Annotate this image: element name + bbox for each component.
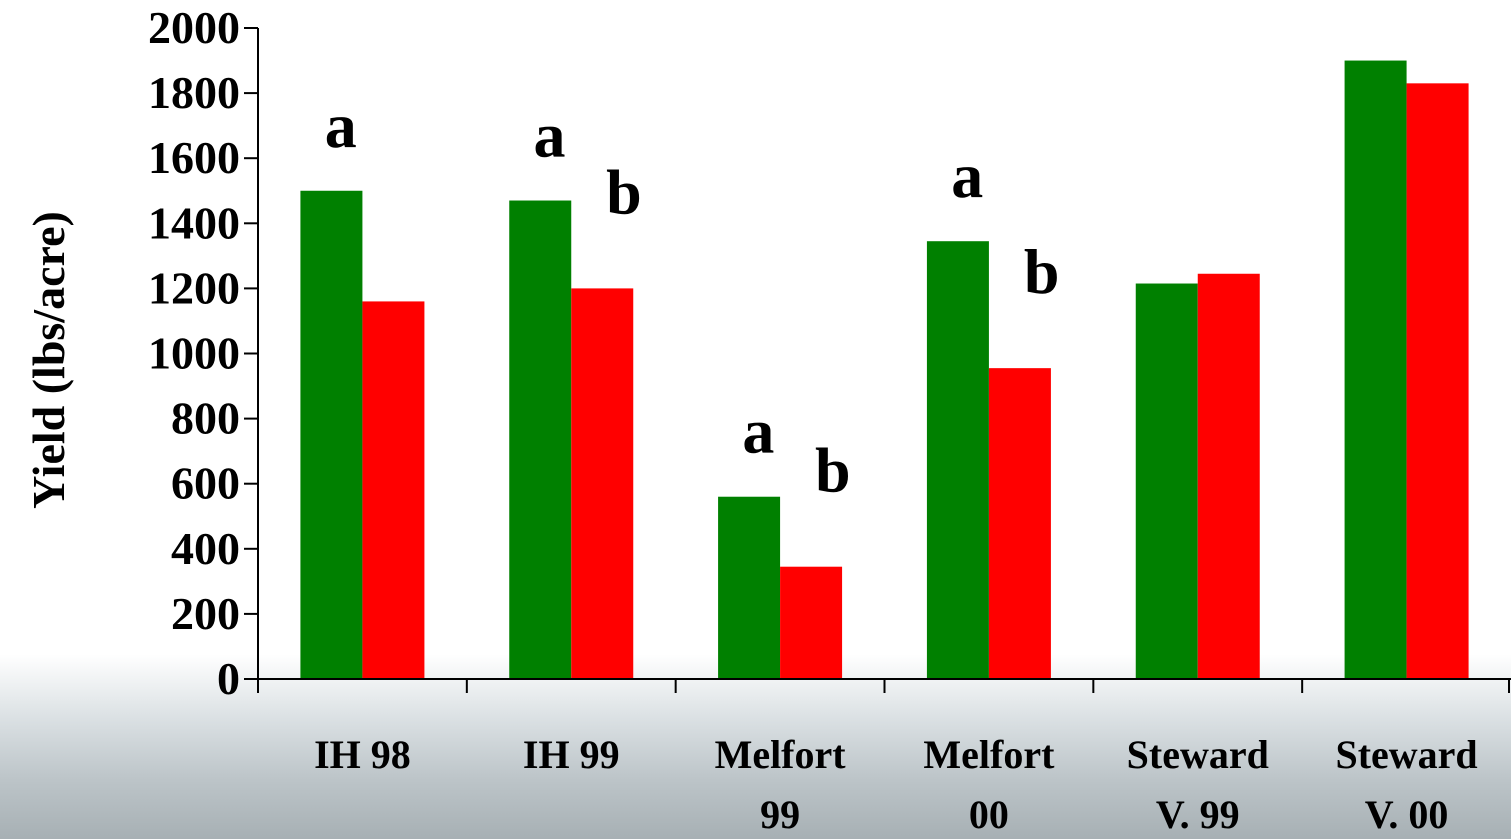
bar	[509, 200, 572, 679]
bar	[300, 190, 363, 679]
x-category-label: 00	[969, 792, 1009, 837]
bar	[988, 368, 1051, 679]
bar	[780, 566, 843, 679]
bar	[362, 301, 425, 679]
x-category-label: 99	[760, 792, 800, 837]
y-tick-label: 800	[171, 393, 240, 444]
bar	[1344, 60, 1407, 680]
y-axis-title: Yield (lbs/acre)	[23, 211, 74, 509]
y-tick-label: 400	[171, 523, 240, 574]
y-tick-label: 1800	[148, 67, 240, 118]
y-tick-label: 0	[217, 653, 240, 704]
y-tick-label: 600	[171, 458, 240, 509]
y-tick-label: 1400	[148, 197, 240, 248]
x-category-label: Steward	[1127, 732, 1269, 777]
significance-letter: b	[1024, 236, 1060, 307]
x-category-label: Melfort	[715, 732, 847, 777]
x-category-label: Melfort	[923, 732, 1055, 777]
y-tick-label: 1000	[148, 328, 240, 379]
significance-letter: b	[815, 435, 851, 506]
x-category-label: IH 99	[523, 732, 620, 777]
y-tick-label: 200	[171, 588, 240, 639]
x-category-label: IH 98	[314, 732, 411, 777]
x-category-label: V. 99	[1156, 792, 1240, 837]
bar	[718, 496, 781, 679]
significance-letter: a	[534, 100, 566, 171]
significance-letter: b	[606, 156, 642, 227]
y-tick-label: 2000	[148, 2, 240, 53]
bar	[926, 241, 989, 679]
bar	[1197, 273, 1260, 679]
x-category-label: V. 00	[1365, 792, 1449, 837]
plot-area: 0 200 400 600 800 1000 1200 1400 1600 1800 2000 IH …	[148, 2, 1511, 837]
significance-letter: a	[951, 140, 983, 211]
x-category-label: Steward	[1335, 732, 1477, 777]
significance-letter: a	[325, 90, 357, 161]
bar	[571, 288, 634, 679]
bar	[1135, 283, 1198, 679]
bar	[1406, 83, 1469, 679]
significance-letter: a	[742, 396, 774, 467]
y-tick-label: 1200	[148, 262, 240, 313]
y-tick-label: 1600	[148, 132, 240, 183]
